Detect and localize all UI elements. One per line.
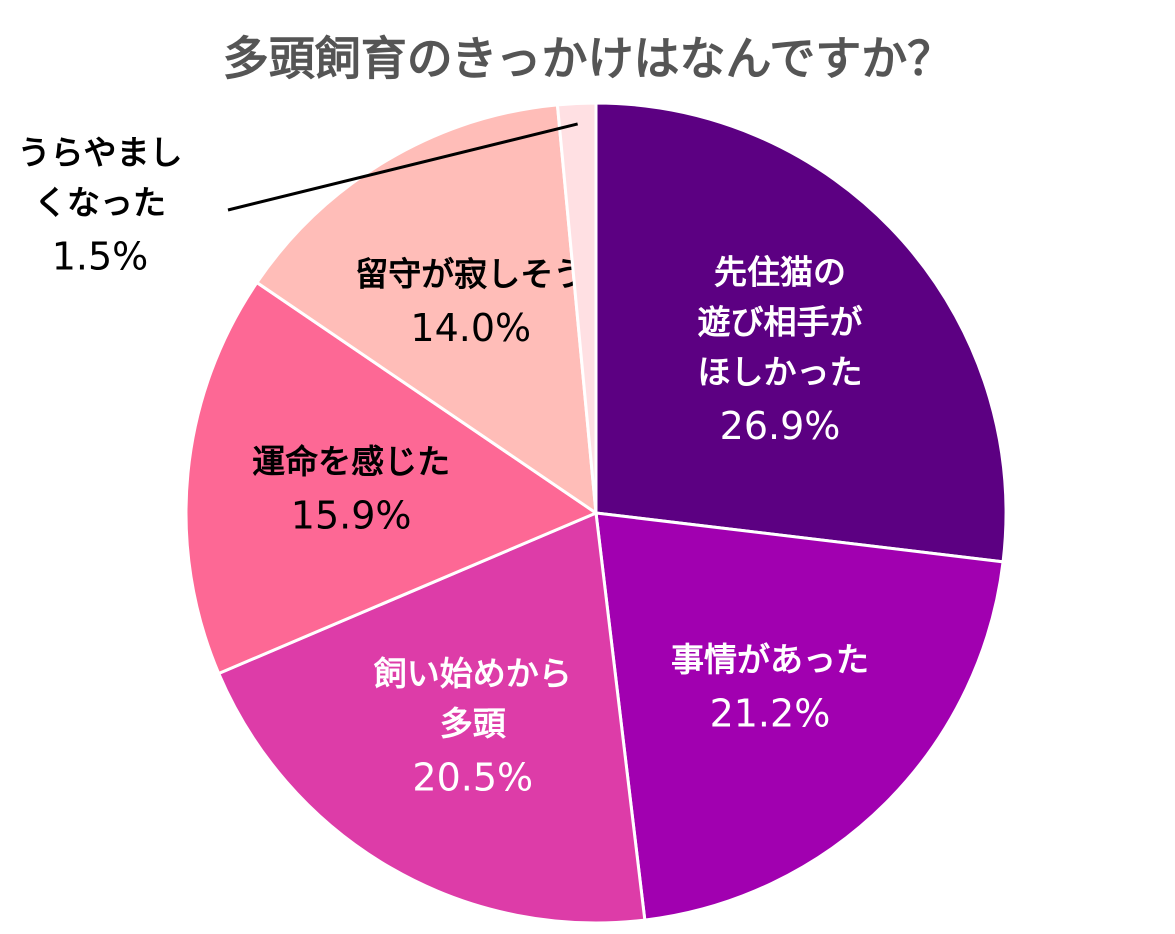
slice-label: 留守が寂しそう	[355, 254, 586, 293]
value-label: 26.9%	[720, 404, 841, 448]
slice-label: 事情があった	[671, 639, 869, 678]
pie-slice	[555, 101, 598, 514]
slice-label: 飼い始めから多頭	[374, 653, 572, 742]
slice-label: 運命を感じた	[252, 442, 450, 481]
value-label: 20.5%	[412, 755, 533, 799]
chart-title: 多頭飼育のきっかけはなんですか？	[223, 32, 953, 86]
slice-label: 先住猫の遊び相手がほしかった	[698, 252, 863, 391]
leader-line	[227, 122, 579, 212]
value-label: 15.9%	[291, 494, 412, 538]
value-label: 1.5%	[52, 235, 149, 279]
pie-slice	[594, 101, 1008, 564]
value-label: 14.0%	[410, 306, 531, 350]
slice-label: うらやましくなった	[18, 133, 183, 222]
pie-slice	[216, 510, 647, 925]
value-label: 21.2%	[710, 691, 831, 735]
pie-slice	[594, 511, 1005, 922]
pie-slice	[254, 103, 598, 517]
pie-slice	[184, 280, 600, 676]
